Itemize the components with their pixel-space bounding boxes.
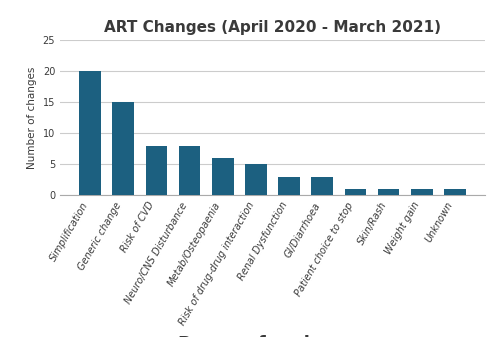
Bar [179,146,201,195]
Bar [112,102,134,195]
Bar [444,189,466,195]
Bar [212,158,234,195]
X-axis label: Reason for change: Reason for change [178,335,366,337]
Bar [146,146,167,195]
Bar [411,189,432,195]
Y-axis label: Number of changes: Number of changes [27,67,37,169]
Bar [278,177,300,195]
Bar [378,189,400,195]
Bar [245,164,266,195]
Title: ART Changes (April 2020 - March 2021): ART Changes (April 2020 - March 2021) [104,20,441,35]
Bar [312,177,333,195]
Bar [344,189,366,195]
Bar [80,71,101,195]
